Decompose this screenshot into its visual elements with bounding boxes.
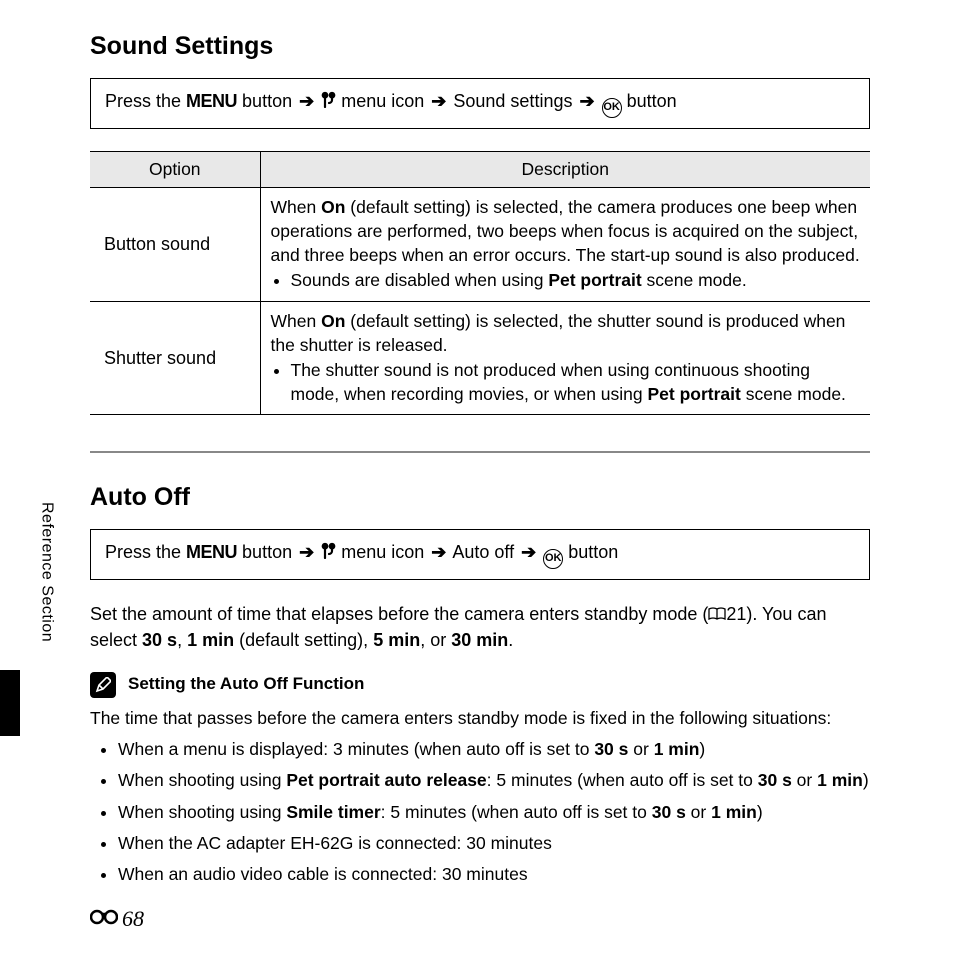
auto-off-nav-path: Press the MENU button ➔ menu icon ➔ Auto… [90, 529, 870, 580]
desc-text: When shooting using [118, 802, 286, 822]
note-title-text: Setting the Auto Off Function [128, 673, 364, 696]
arrow-icon: ➔ [431, 542, 446, 562]
desc-bullet: The shutter sound is not produced when u… [291, 359, 861, 406]
bold-text: Pet portrait [648, 384, 741, 404]
nav-text: Sound settings [448, 91, 577, 111]
desc-cell: When On (default setting) is selected, t… [260, 301, 870, 415]
page-number: 68 [90, 904, 144, 934]
desc-text: When [271, 197, 322, 217]
bold-text: On [321, 197, 345, 217]
note-intro: The time that passes before the camera e… [90, 708, 831, 728]
sound-nav-path: Press the MENU button ➔ menu icon ➔ Soun… [90, 78, 870, 129]
bold-text: 30 s [652, 802, 686, 822]
desc-text: (default setting) is selected, the shutt… [271, 311, 846, 355]
option-cell: Button sound [90, 188, 260, 302]
desc-text: ) [757, 802, 763, 822]
option-cell: Shutter sound [90, 301, 260, 415]
desc-text: or [628, 739, 653, 759]
desc-text: When a menu is displayed: 3 minutes (whe… [118, 739, 594, 759]
desc-text: or [792, 770, 817, 790]
desc-text: , [177, 630, 187, 650]
col-description: Description [260, 151, 870, 188]
desc-text: or [686, 802, 711, 822]
note-heading: Setting the Auto Off Function [90, 672, 870, 698]
section-divider [90, 451, 870, 453]
note-body: The time that passes before the camera e… [90, 706, 870, 888]
arrow-icon: ➔ [521, 542, 536, 562]
col-option: Option [90, 151, 260, 188]
bold-text: 30 s [594, 739, 628, 759]
auto-off-description: Set the amount of time that elapses befo… [90, 602, 870, 653]
table-header-row: Option Description [90, 151, 870, 188]
auto-off-title: Auto Off [90, 481, 870, 515]
bold-text: Smile timer [286, 802, 380, 822]
desc-bullet: Sounds are disabled when using Pet portr… [291, 269, 861, 293]
nav-text: button [622, 91, 677, 111]
note-bullet: When shooting using Pet portrait auto re… [118, 768, 870, 793]
desc-text: . [508, 630, 513, 650]
desc-text: Set the amount of time that elapses befo… [90, 604, 708, 624]
desc-text: : 5 minutes (when auto off is set to [487, 770, 758, 790]
ref-number: 21 [726, 604, 746, 624]
note-bullet: When shooting using Smile timer: 5 minut… [118, 800, 870, 825]
desc-text: , or [420, 630, 451, 650]
setup-menu-icon [321, 90, 336, 114]
desc-text: : 5 minutes (when auto off is set to [381, 802, 652, 822]
bold-text: Pet portrait [548, 270, 641, 290]
page-ref-icon [90, 904, 118, 934]
pencil-note-icon [90, 672, 116, 698]
bold-text: Pet portrait auto release [286, 770, 486, 790]
arrow-icon: ➔ [431, 91, 446, 111]
desc-text: ) [863, 770, 869, 790]
arrow-icon: ➔ [579, 91, 594, 111]
bold-text: 30 s [142, 630, 177, 650]
desc-text: (default setting) is selected, the camer… [271, 197, 860, 264]
note-section: Setting the Auto Off Function The time t… [90, 672, 870, 888]
sound-settings-table: Option Description Button sound When On … [90, 151, 870, 416]
nav-text: button [563, 542, 618, 562]
bold-text: 30 min [451, 630, 508, 650]
page-content: Sound Settings Press the MENU button ➔ m… [90, 30, 870, 894]
menu-button-glyph: MENU [186, 542, 237, 562]
menu-button-glyph: MENU [186, 91, 237, 111]
nav-text: menu icon [341, 542, 429, 562]
bold-text: 5 min [373, 630, 420, 650]
manual-ref-icon [708, 603, 726, 628]
table-row: Shutter sound When On (default setting) … [90, 301, 870, 415]
setup-menu-icon [321, 541, 336, 565]
sound-settings-title: Sound Settings [90, 30, 870, 64]
desc-cell: When On (default setting) is selected, t… [260, 188, 870, 302]
desc-text: (default setting), [234, 630, 373, 650]
desc-text: When [271, 311, 322, 331]
desc-text: Sounds are disabled when using [291, 270, 549, 290]
bold-text: 1 min [187, 630, 234, 650]
note-bullet: When an audio video cable is connected: … [118, 862, 870, 887]
arrow-icon: ➔ [299, 542, 314, 562]
table-row: Button sound When On (default setting) i… [90, 188, 870, 302]
desc-text: scene mode. [741, 384, 846, 404]
nav-text: Auto off [448, 542, 519, 562]
bold-text: 30 s [758, 770, 792, 790]
nav-text: button [237, 91, 297, 111]
nav-text: Press the [105, 91, 186, 111]
note-bullet: When a menu is displayed: 3 minutes (whe… [118, 737, 870, 762]
desc-text: When shooting using [118, 770, 286, 790]
desc-text: scene mode. [642, 270, 747, 290]
page-number-text: 68 [122, 904, 144, 934]
ok-button-icon: OK [602, 98, 622, 118]
bold-text: 1 min [654, 739, 700, 759]
edge-tab [0, 670, 20, 736]
note-bullet: When the AC adapter EH-62G is connected:… [118, 831, 870, 856]
ok-button-icon: OK [543, 549, 563, 569]
desc-text: ) [699, 739, 705, 759]
nav-text: menu icon [341, 91, 429, 111]
bold-text: On [321, 311, 345, 331]
side-section-label: Reference Section [36, 502, 58, 642]
nav-text: Press the [105, 542, 186, 562]
bold-text: 1 min [711, 802, 757, 822]
bold-text: 1 min [817, 770, 863, 790]
arrow-icon: ➔ [299, 91, 314, 111]
nav-text: button [237, 542, 297, 562]
